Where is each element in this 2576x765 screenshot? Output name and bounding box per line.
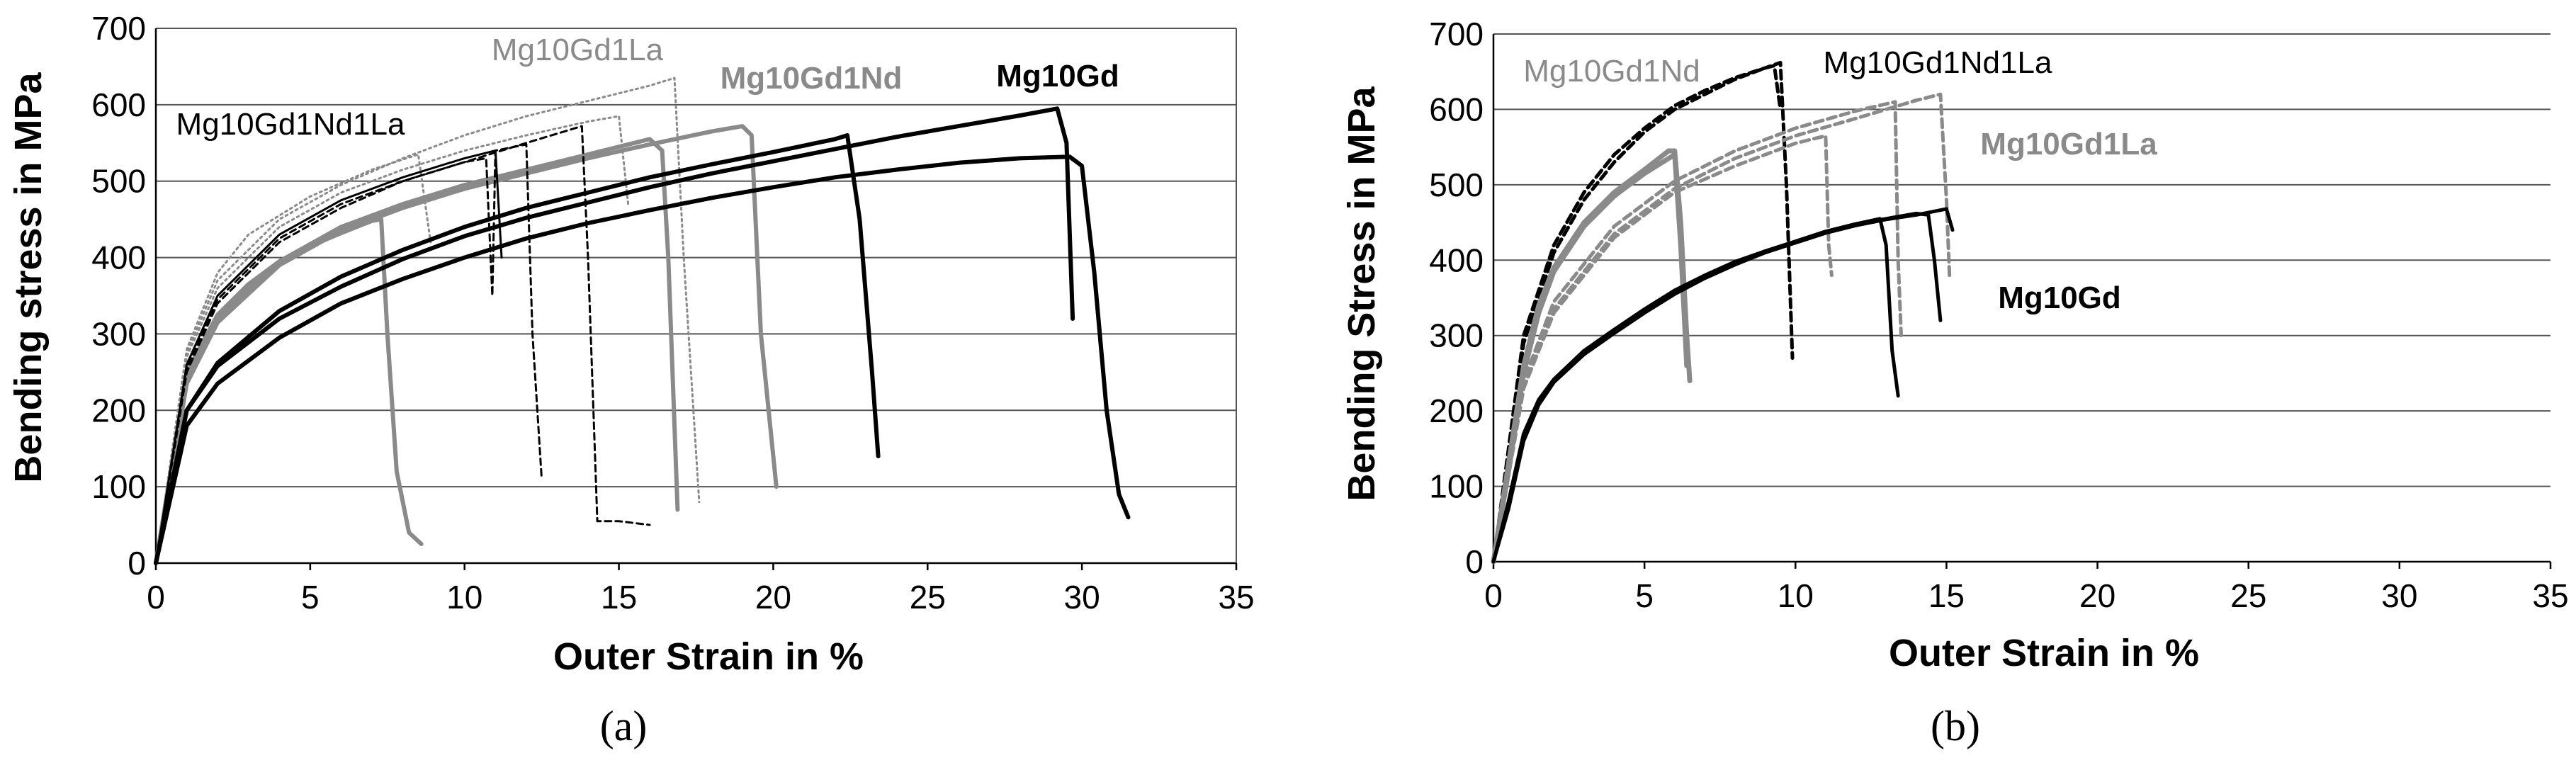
panel-b-x-tick-label: 25	[2230, 577, 2266, 614]
panel-b-y-tick-label: 200	[1429, 392, 1484, 429]
panel-a-series-mg10gd1nd1la-line	[154, 125, 651, 565]
panel-a-x-tick-label: 20	[755, 579, 791, 616]
panel-a-y-tick-label: 200	[91, 392, 146, 429]
panel-b-label: (b)	[1931, 703, 1980, 749]
panel-b-y-axis-title: Bending Stress in MPa	[1340, 86, 1383, 501]
panel-a-annotation-mg10gd1nd: Mg10Gd1Nd	[721, 61, 903, 96]
panel-b-y-ticks: 0 100 200 300 400 500 600 700	[1429, 16, 1484, 580]
panel-a-x-tick-label: 35	[1218, 579, 1254, 616]
panel-a-y-tick-label: 100	[91, 468, 146, 505]
panel-a-y-tick-label: 0	[128, 545, 146, 582]
panel-b-gridlines	[1493, 33, 2550, 487]
panel-b-x-tick-label: 35	[2532, 577, 2568, 614]
panel-b-annotation-mg10gd1la: Mg10Gd1La	[1980, 127, 2157, 162]
panel-a-annotation-mg10gd: Mg10Gd	[996, 59, 1119, 94]
panel-a-x-tick-label: 5	[301, 579, 320, 616]
panel-a-x-ticks: 0 5 10 15 20 25 30 35	[147, 579, 1254, 616]
panel-b-x-tick-label: 15	[1928, 577, 1965, 614]
panel-b-series-mg10gd1la-line	[1491, 92, 1952, 564]
panel-a-y-tick-label: 300	[91, 315, 146, 352]
panel-a-series-mg10gd-line	[154, 154, 1131, 565]
panel-a-label: (a)	[600, 703, 648, 749]
panel-a-y-tick-label: 400	[91, 239, 146, 276]
panel-b-y-tick-label: 100	[1429, 468, 1484, 505]
panel-a-series-mg10gd1la-line	[154, 115, 630, 565]
panel-a-x-tick-label: 15	[601, 579, 637, 616]
panel-a-series-mg10gd1nd1la-line	[154, 143, 543, 565]
panel-b-x-tick-label: 20	[2079, 577, 2115, 614]
panel-a-annotation-mg10gd1nd1la: Mg10Gd1Nd1La	[176, 107, 405, 142]
panel-b-x-axis-title: Outer Strain in %	[1889, 632, 2199, 674]
panel-b-series-mg10gd-line	[1491, 207, 1955, 564]
panel-a-axes	[154, 28, 1238, 570]
panel-b-axes	[1492, 34, 2552, 569]
panel-b-x-tick-label: 5	[1635, 577, 1654, 614]
panel-b-series-mg10gd1la-line	[1491, 100, 1903, 564]
panel-a-annotation-mg10gd1la: Mg10Gd1La	[492, 33, 664, 67]
panel-b-annotation-mg10gd1nd: Mg10Gd1Nd	[1523, 54, 1700, 89]
panel-a-y-tick-label: 700	[91, 10, 146, 47]
panel-a-y-ticks: 0 100 200 300 400 500 600 700	[91, 10, 146, 582]
panel-b-y-tick-label: 0	[1465, 543, 1484, 580]
panel-a-x-axis-title: Outer Strain in %	[553, 635, 864, 678]
panel-b-annotation-mg10gd1nd1la: Mg10Gd1Nd1La	[1824, 45, 2052, 80]
panel-b-x-tick-label: 30	[2381, 577, 2417, 614]
panel-b-series-mg10gd1nd1la-line	[1491, 64, 1783, 564]
panel-b-y-tick-label: 500	[1429, 166, 1484, 203]
panel-b-y-tick-label: 300	[1429, 317, 1484, 354]
panel-b-x-tick-label: 10	[1778, 577, 1814, 614]
panel-a-x-tick-label: 10	[446, 579, 482, 616]
panel-b-y-tick-label: 600	[1429, 91, 1484, 128]
panel-a-gridlines	[156, 28, 1236, 488]
panel-a-curves	[154, 76, 1131, 565]
panel-b-annotation-mg10gd: Mg10Gd	[1998, 280, 2121, 315]
panel-b-y-tick-label: 700	[1429, 16, 1484, 52]
panel-a-x-tick-label: 0	[147, 579, 165, 616]
panel-a-series-mg10gd-line	[154, 133, 881, 565]
panel-a-y-tick-label: 600	[91, 86, 146, 123]
panel-b-series-mg10gd1la-line	[1491, 134, 1834, 564]
panel-b: 0 5 10 15 20 25 30 35 0 100 200 300 400 500 600 700 Ou…	[1340, 16, 2569, 749]
panel-b-series-mg10gd1nd1la-line	[1491, 60, 1795, 564]
panel-b-curves	[1491, 60, 1955, 565]
panel-a: 0 5 10 15 20 25 30 35 0 100 200 300 400 500 600 700 Ou…	[7, 10, 1255, 749]
panel-a-y-axis-title: Bending stress in MPa	[7, 72, 50, 482]
panel-a-y-tick-label: 500	[91, 163, 146, 200]
panel-a-series-mg10gd1nd-line	[154, 137, 680, 565]
panel-a-series-mg10gd1la-line	[154, 153, 432, 565]
panel-a-x-tick-label: 25	[910, 579, 946, 616]
panel-b-x-tick-label: 0	[1484, 577, 1503, 614]
panel-a-series-mg10gd1la-line	[154, 76, 701, 565]
panel-b-y-tick-label: 400	[1429, 242, 1484, 278]
panel-a-x-tick-label: 30	[1064, 579, 1100, 616]
panel-a-series-mg10gd1nd1la-line	[154, 149, 503, 565]
panel-b-x-ticks: 0 5 10 15 20 25 30 35	[1484, 577, 2568, 614]
panel-a-series-mg10gd-line	[154, 106, 1075, 565]
